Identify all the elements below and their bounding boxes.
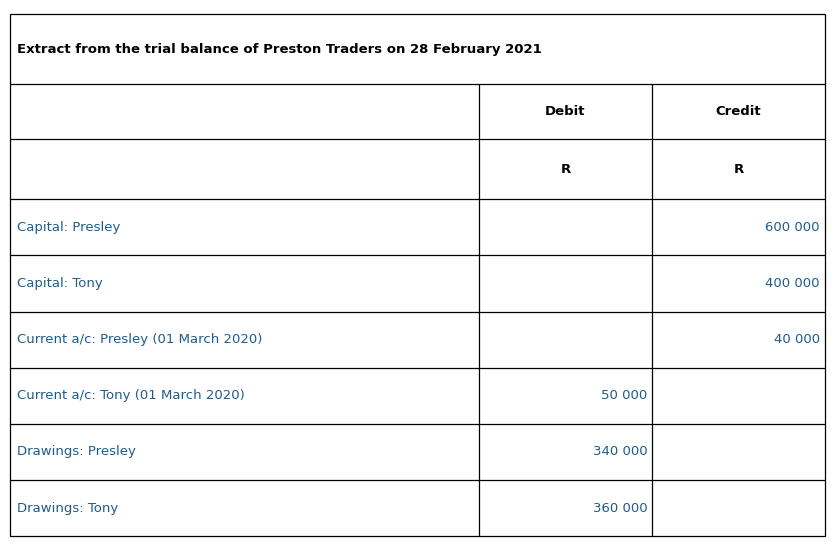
Text: Capital: Presley: Capital: Presley — [17, 221, 120, 234]
Text: Drawings: Presley: Drawings: Presley — [17, 446, 135, 459]
Text: Current a/c: Presley (01 March 2020): Current a/c: Presley (01 March 2020) — [17, 333, 262, 346]
Text: 340 000: 340 000 — [593, 446, 647, 459]
Text: 50 000: 50 000 — [601, 389, 647, 403]
Text: 400 000: 400 000 — [766, 277, 820, 290]
Text: R: R — [733, 163, 744, 175]
Text: Drawings: Tony: Drawings: Tony — [17, 502, 118, 515]
Text: 600 000: 600 000 — [766, 221, 820, 234]
Text: 40 000: 40 000 — [774, 333, 820, 346]
Text: Debit: Debit — [545, 105, 585, 118]
Text: 360 000: 360 000 — [593, 502, 647, 515]
Text: Extract from the trial balance of Preston Traders on 28 February 2021: Extract from the trial balance of Presto… — [17, 42, 541, 56]
Text: R: R — [560, 163, 570, 175]
Text: Current a/c: Tony (01 March 2020): Current a/c: Tony (01 March 2020) — [17, 389, 245, 403]
Text: Capital: Tony: Capital: Tony — [17, 277, 103, 290]
Text: Credit: Credit — [716, 105, 762, 118]
